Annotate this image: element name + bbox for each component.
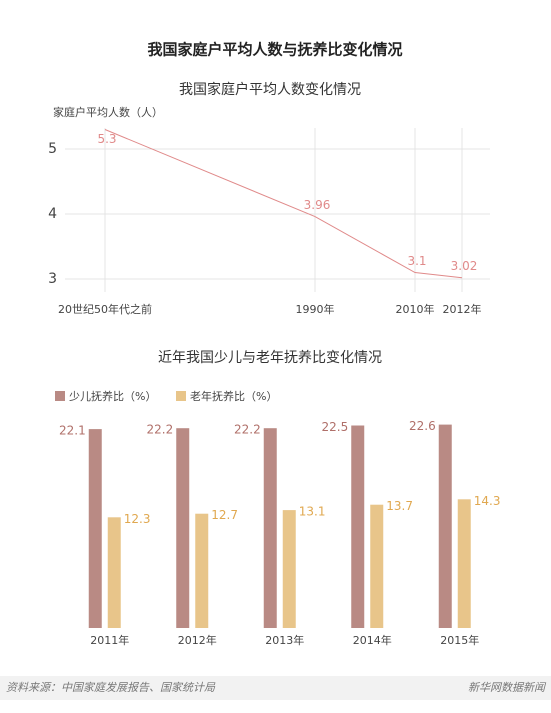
bar	[351, 425, 365, 628]
bar	[263, 428, 277, 628]
source-note: 资料来源：中国家庭发展报告、国家统计局	[6, 681, 216, 694]
legend-label: 少儿抚养比（%）	[69, 389, 156, 403]
x-tick-label: 2012年	[443, 302, 482, 316]
y-axis-label: 家庭户平均人数（人）	[53, 105, 163, 119]
x-tick-label: 2014年	[353, 633, 392, 647]
line-chart-title: 我国家庭户平均人数变化情况	[179, 81, 361, 98]
credit: 新华网数据新闻	[468, 681, 547, 694]
data-label: 12.3	[124, 512, 151, 526]
data-label: 22.1	[59, 424, 86, 438]
y-tick-label: 4	[48, 206, 57, 222]
bar	[195, 513, 209, 628]
data-label: 3.96	[304, 198, 331, 212]
bar	[88, 429, 102, 628]
data-label: 12.7	[211, 508, 238, 522]
x-tick-label: 20世纪50年代之前	[58, 302, 152, 316]
data-label: 3.1	[407, 254, 426, 268]
x-tick-label: 2010年	[396, 302, 435, 316]
x-tick-label: 1990年	[296, 302, 335, 316]
footer-band	[0, 676, 551, 700]
data-label: 22.2	[234, 423, 261, 437]
data-label: 14.3	[474, 494, 501, 508]
bar	[107, 517, 121, 628]
data-label: 13.1	[299, 505, 326, 519]
bar	[457, 499, 471, 628]
bar	[438, 424, 452, 628]
legend-swatch	[55, 391, 65, 401]
legend-label: 老年抚养比（%）	[190, 389, 277, 403]
data-label: 13.7	[386, 499, 413, 513]
bar	[176, 428, 190, 628]
data-label: 22.2	[147, 423, 174, 437]
data-label: 22.5	[322, 420, 349, 434]
x-tick-label: 2011年	[90, 633, 129, 647]
y-tick-label: 5	[48, 141, 57, 157]
main-title: 我国家庭户平均人数与抚养比变化情况	[147, 41, 402, 59]
bar	[282, 510, 296, 628]
x-tick-label: 2015年	[440, 633, 479, 647]
data-label: 22.6	[409, 419, 436, 433]
data-label: 5.3	[97, 132, 116, 146]
line	[104, 129, 463, 279]
x-tick-label: 2012年	[178, 633, 217, 647]
x-tick-label: 2013年	[265, 633, 304, 647]
bar-chart-title: 近年我国少儿与老年抚养比变化情况	[158, 350, 382, 366]
legend-swatch	[176, 391, 186, 401]
bar	[370, 504, 384, 628]
y-tick-label: 3	[48, 271, 57, 287]
data-label: 3.02	[451, 259, 478, 273]
